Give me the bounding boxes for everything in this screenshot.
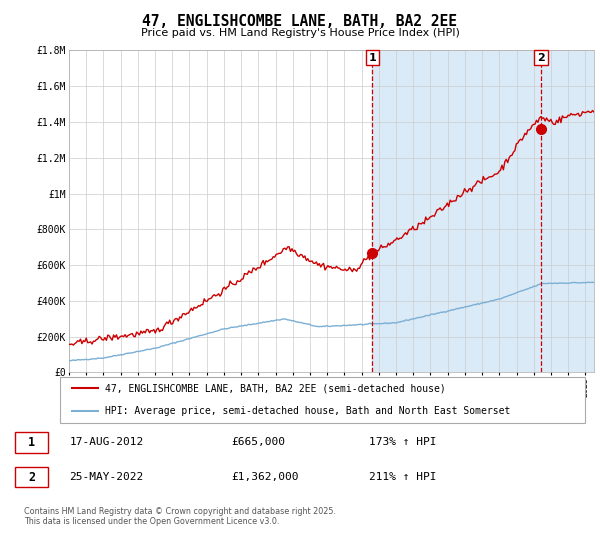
Text: 47, ENGLISHCOMBE LANE, BATH, BA2 2EE (semi-detached house): 47, ENGLISHCOMBE LANE, BATH, BA2 2EE (se… — [104, 384, 445, 393]
Text: 25-MAY-2022: 25-MAY-2022 — [70, 472, 144, 482]
FancyBboxPatch shape — [15, 466, 48, 487]
Text: 1: 1 — [368, 53, 376, 63]
Text: Price paid vs. HM Land Registry's House Price Index (HPI): Price paid vs. HM Land Registry's House … — [140, 28, 460, 38]
Text: 2: 2 — [28, 470, 35, 483]
Text: 17-AUG-2012: 17-AUG-2012 — [70, 437, 144, 447]
Text: 211% ↑ HPI: 211% ↑ HPI — [369, 472, 437, 482]
Text: 1: 1 — [28, 436, 35, 449]
Text: 47, ENGLISHCOMBE LANE, BATH, BA2 2EE: 47, ENGLISHCOMBE LANE, BATH, BA2 2EE — [143, 14, 458, 29]
Text: Contains HM Land Registry data © Crown copyright and database right 2025.
This d: Contains HM Land Registry data © Crown c… — [24, 507, 336, 526]
Text: £665,000: £665,000 — [231, 437, 285, 447]
Text: 173% ↑ HPI: 173% ↑ HPI — [369, 437, 437, 447]
Text: HPI: Average price, semi-detached house, Bath and North East Somerset: HPI: Average price, semi-detached house,… — [104, 407, 510, 416]
FancyBboxPatch shape — [15, 432, 48, 452]
Text: 2: 2 — [537, 53, 545, 63]
Bar — [373, 50, 594, 372]
FancyBboxPatch shape — [60, 377, 585, 423]
Text: £1,362,000: £1,362,000 — [231, 472, 298, 482]
